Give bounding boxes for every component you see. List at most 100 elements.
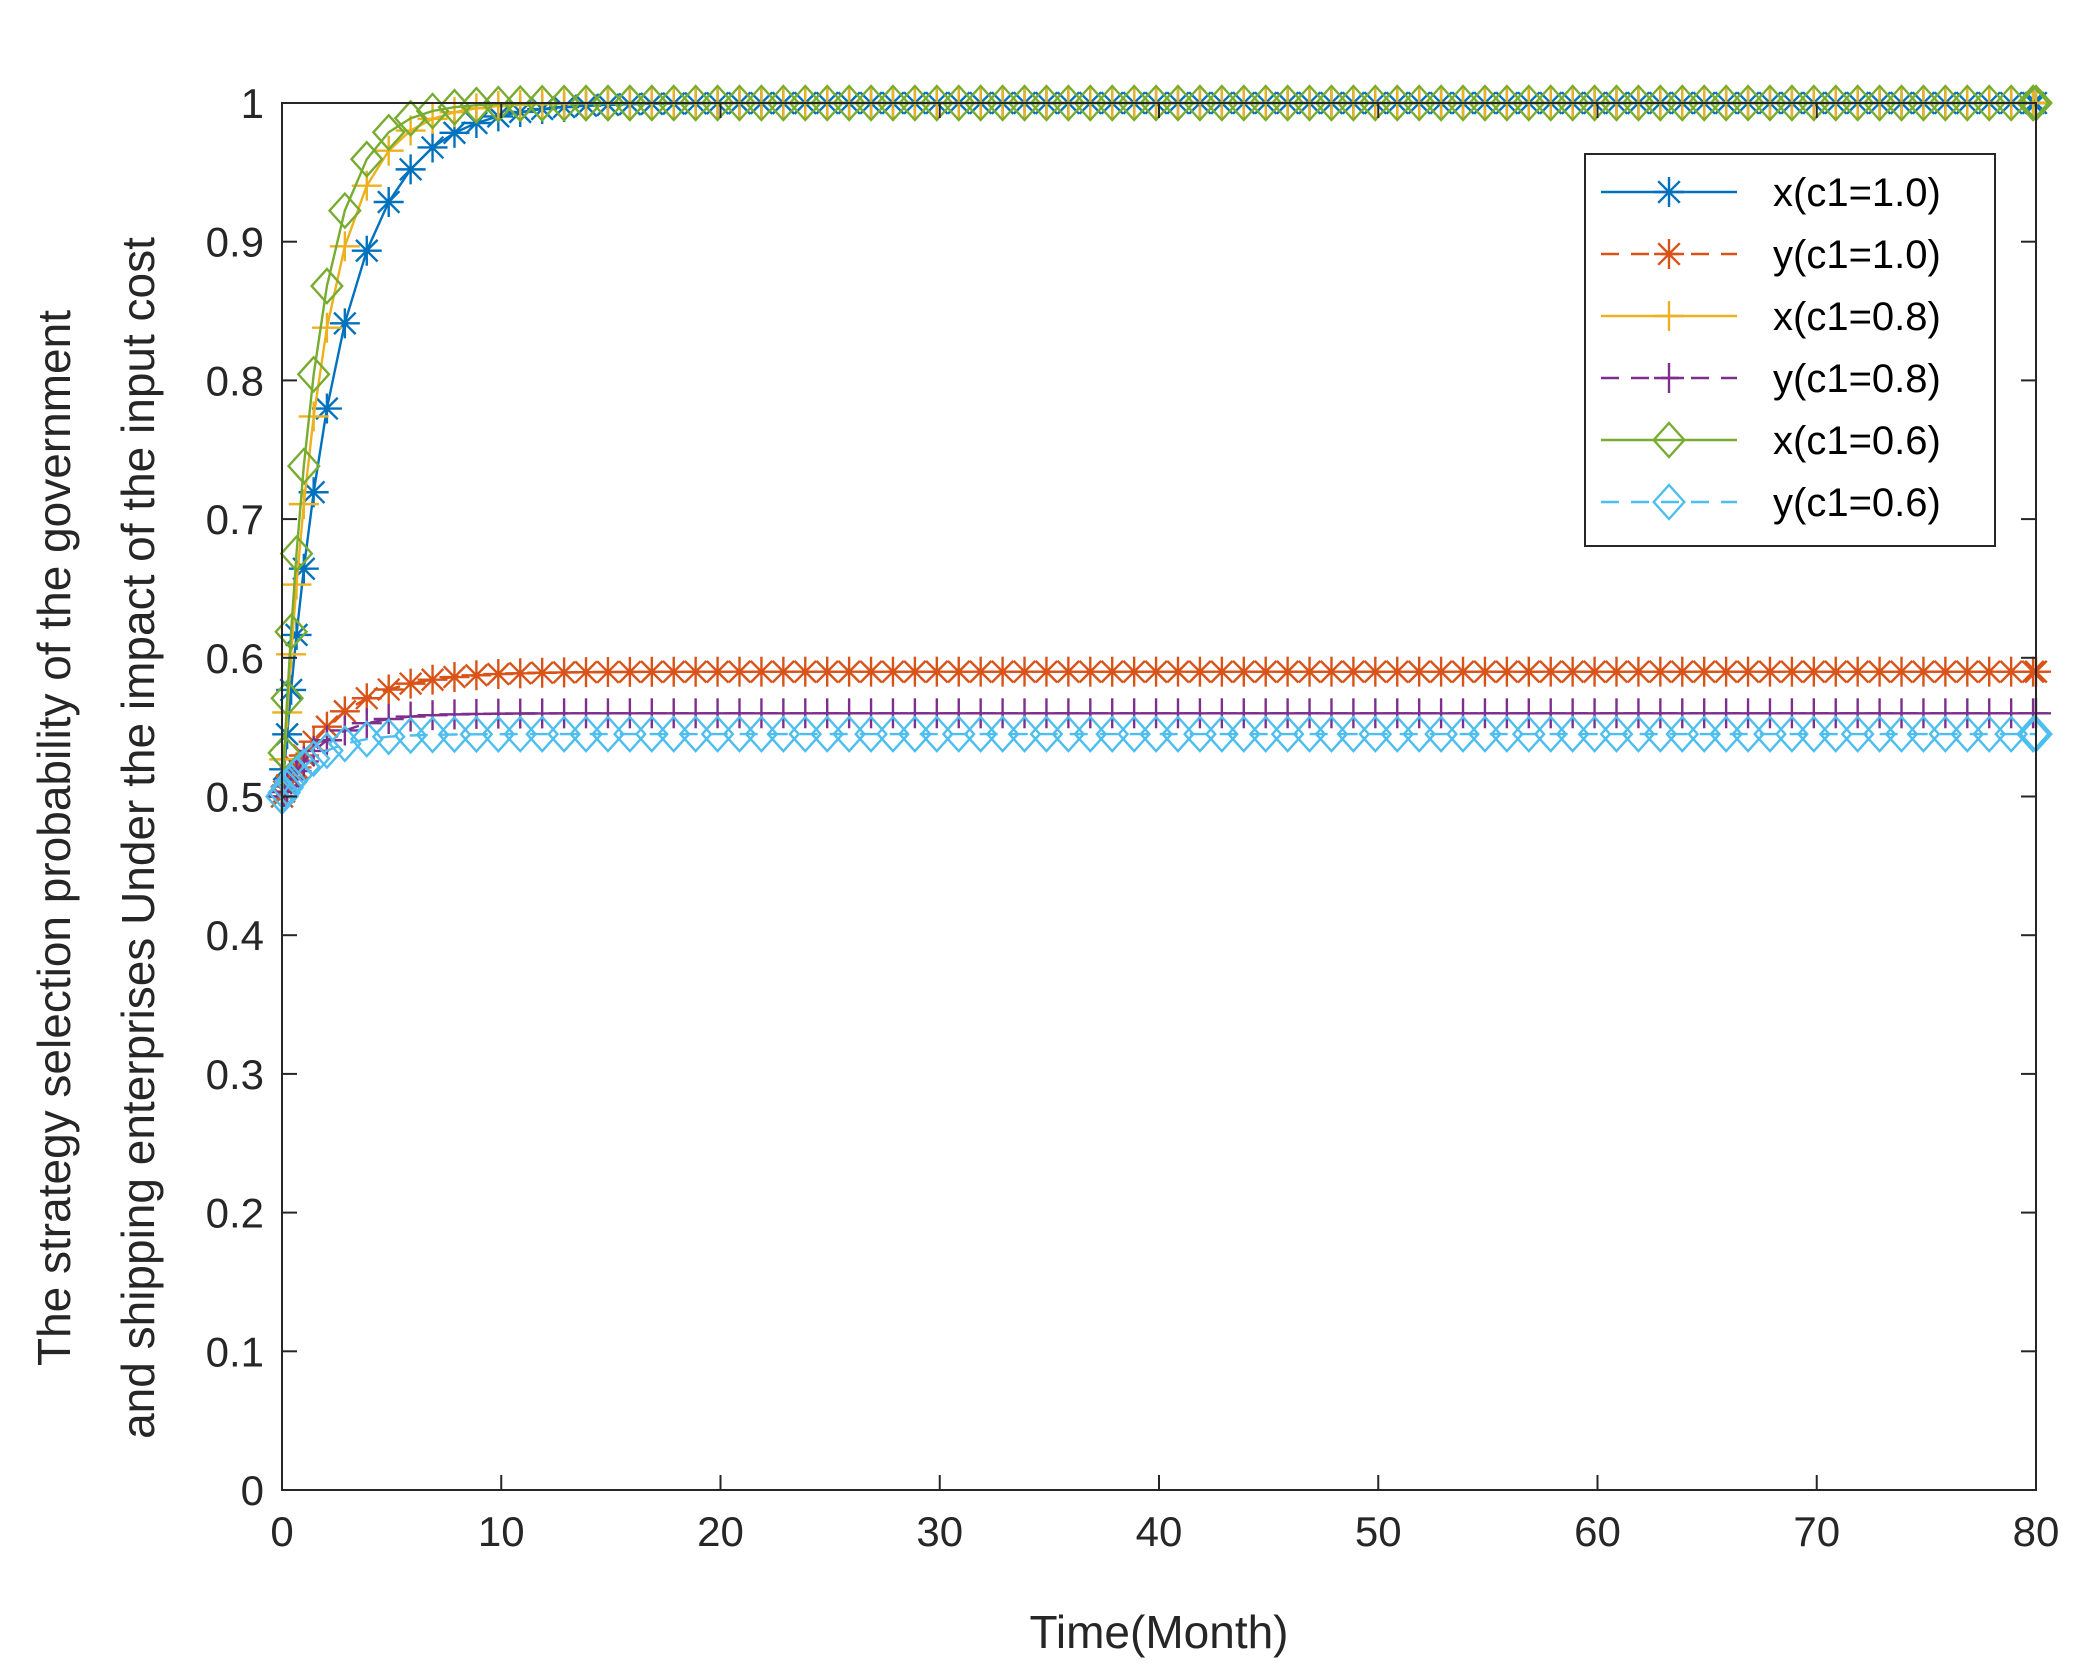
legend-label: y(c1=1.0)	[1773, 233, 1941, 277]
data-point	[351, 235, 382, 266]
data-point	[395, 668, 426, 699]
y-tick-label: 0.4	[206, 912, 264, 959]
data-point	[439, 662, 470, 693]
data-point	[395, 154, 426, 185]
data-point	[281, 619, 312, 650]
legend-marker	[1654, 239, 1684, 269]
data-point	[288, 489, 319, 520]
y-tick-label: 0.7	[206, 496, 264, 543]
y-tick-label: 0.2	[206, 1190, 264, 1237]
series-y(c1=1.0)	[267, 656, 2051, 812]
legend: x(c1=1.0) y(c1=1.0) x(c1=0.8) y(c1=0.8) x(c1…	[1584, 153, 1996, 547]
y-tick-label: 0.6	[206, 635, 264, 682]
data-point	[1689, 656, 1720, 687]
legend-label: y(c1=0.6)	[1773, 481, 1941, 525]
legend-marker	[1654, 177, 1684, 207]
legend-marker	[1654, 301, 1684, 331]
x-tick-label: 10	[478, 1508, 525, 1555]
data-point	[286, 747, 321, 786]
data-point	[1601, 656, 1632, 687]
data-point	[1996, 656, 2027, 687]
x-tick-label: 40	[1136, 1508, 1183, 1555]
x-tick-label: 20	[697, 1508, 744, 1555]
data-point	[373, 187, 404, 218]
x-tick-label: 0	[270, 1508, 293, 1555]
data-point	[310, 267, 344, 305]
data-point	[417, 664, 448, 695]
legend-entry: x(c1=0.6)	[1601, 419, 1941, 463]
data-point	[1579, 656, 1610, 687]
legend-entry: y(c1=0.8)	[1601, 357, 1941, 401]
y-axis-title-line-1: The strategy selection probability of th…	[28, 310, 80, 1366]
y-tick-label: 0.1	[206, 1328, 264, 1375]
data-point	[274, 612, 309, 651]
y-tick-label: 1	[241, 80, 264, 127]
data-point	[439, 117, 470, 148]
data-point	[571, 657, 602, 688]
x-tick-label: 60	[1574, 1508, 1621, 1555]
y-tick-label: 0.5	[206, 774, 264, 821]
y-tick-label: 0.9	[206, 219, 264, 266]
data-point	[329, 231, 360, 262]
legend-marker	[1652, 483, 1686, 521]
data-point	[1448, 656, 1479, 687]
x-axis-title: Time(Month)	[1030, 1606, 1289, 1658]
data-point	[1623, 656, 1654, 687]
data-point	[921, 656, 952, 687]
y-axis-title-line-2: and shipping enterprises Under the impac…	[112, 237, 164, 1439]
x-tick-label: 70	[1793, 1508, 1840, 1555]
data-point	[2016, 715, 2050, 753]
data-point	[395, 701, 426, 732]
legend-marker	[1654, 363, 1684, 393]
x-tick-label: 50	[1355, 1508, 1402, 1555]
data-point	[311, 312, 342, 343]
data-point	[298, 401, 329, 432]
data-point	[636, 656, 667, 687]
y-tick-label: 0.3	[206, 1051, 264, 1098]
data-point	[1206, 656, 1237, 687]
data-point	[987, 656, 1018, 687]
x-tick-label: 80	[2013, 1508, 2060, 1555]
data-point	[415, 92, 450, 130]
data-point	[2016, 84, 2050, 122]
legend-entry: x(c1=1.0)	[1601, 171, 1941, 215]
data-point	[393, 99, 428, 138]
data-point	[1513, 656, 1544, 687]
data-point	[279, 534, 314, 573]
y-tick-label: 0.8	[206, 357, 264, 404]
data-point	[1426, 656, 1457, 687]
data-point	[270, 679, 305, 718]
legend-entry: y(c1=1.0)	[1601, 233, 1941, 277]
data-point	[349, 140, 384, 178]
y-axis: 0 0.1 0.2 0.3 0.4 0.5 0.6 0.7 0.8 0.9 1	[206, 80, 2036, 1514]
legend-label: x(c1=1.0)	[1773, 171, 1941, 215]
data-point	[329, 715, 360, 746]
data-point	[329, 308, 360, 339]
data-point	[327, 724, 362, 763]
legend-marker	[1652, 421, 1686, 459]
x-tick-label: 30	[916, 1508, 963, 1555]
data-point	[1404, 656, 1435, 687]
data-point	[296, 739, 331, 778]
legend-entry: y(c1=0.6)	[1601, 481, 1941, 525]
data-point	[310, 731, 344, 770]
data-point	[1316, 656, 1347, 687]
data-point	[614, 656, 645, 687]
data-point	[395, 115, 426, 146]
data-point	[327, 191, 362, 230]
series-y(c1=0.6)	[265, 715, 2053, 816]
legend-box	[1584, 153, 1996, 547]
data-point	[286, 447, 321, 485]
legend-label: x(c1=0.6)	[1773, 419, 1941, 463]
data-point	[1952, 656, 1983, 687]
y-tick-label: 0	[241, 1467, 264, 1514]
legend-entry: x(c1=0.8)	[1601, 295, 1941, 339]
data-point	[373, 674, 404, 705]
series-y(c1=0.8)	[267, 698, 2051, 812]
legend-label: y(c1=0.8)	[1773, 357, 1941, 401]
data-point	[371, 113, 406, 152]
legend-label: x(c1=0.8)	[1773, 295, 1941, 339]
x-axis: 0 10 20 30 40 50 60 70 80	[270, 103, 2059, 1555]
data-point	[296, 355, 331, 394]
